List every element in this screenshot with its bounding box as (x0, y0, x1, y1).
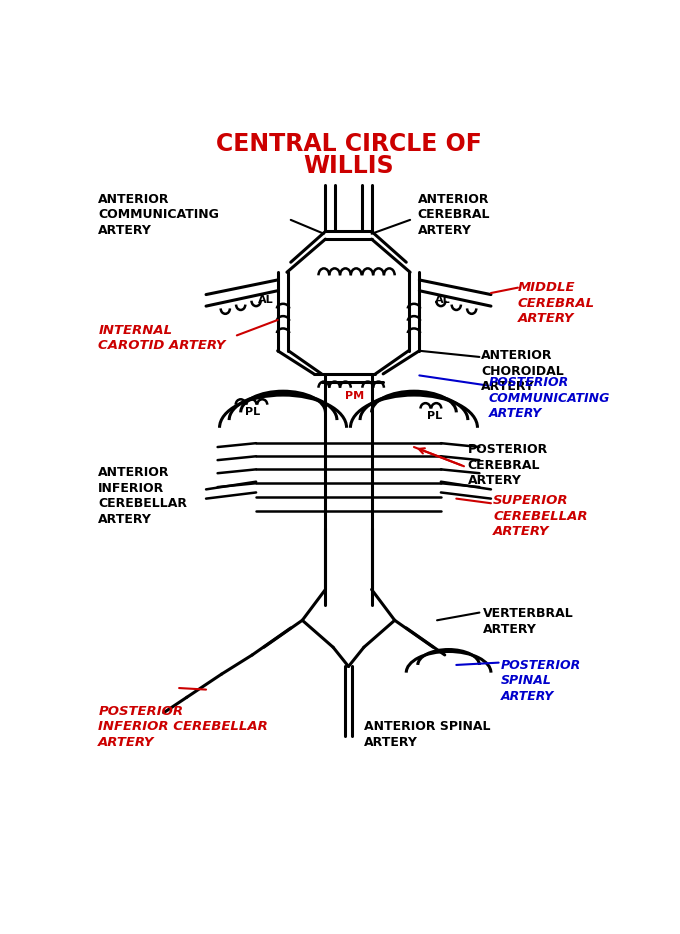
Text: WILLIS: WILLIS (303, 154, 394, 178)
Text: POSTERIOR
CEREBRAL
ARTERY: POSTERIOR CEREBRAL ARTERY (468, 443, 548, 488)
Text: MIDDLE
CEREBRAL
ARTERY: MIDDLE CEREBRAL ARTERY (518, 281, 595, 325)
Text: PL: PL (427, 411, 442, 421)
Text: ANTERIOR SPINAL
ARTERY: ANTERIOR SPINAL ARTERY (364, 720, 490, 749)
Text: SUPERIOR
CEREBELLAR
ARTERY: SUPERIOR CEREBELLAR ARTERY (493, 494, 588, 538)
Text: AL: AL (435, 295, 450, 305)
Text: PM: PM (345, 390, 364, 401)
Text: INTERNAL
CAROTID ARTERY: INTERNAL CAROTID ARTERY (98, 324, 226, 352)
Text: POSTERIOR
COMMUNICATING
ARTERY: POSTERIOR COMMUNICATING ARTERY (489, 376, 610, 420)
Text: PL: PL (245, 407, 260, 417)
Text: ANTERIOR
COMMUNICATING
ARTERY: ANTERIOR COMMUNICATING ARTERY (98, 193, 219, 237)
Text: ANTERIOR
INFERIOR
CEREBELLAR
ARTERY: ANTERIOR INFERIOR CEREBELLAR ARTERY (98, 466, 187, 526)
Text: ANTERIOR
CHOROIDAL
ARTERY: ANTERIOR CHOROIDAL ARTERY (481, 349, 564, 393)
Text: POSTERIOR
INFERIOR CEREBELLAR
ARTERY: POSTERIOR INFERIOR CEREBELLAR ARTERY (98, 705, 268, 749)
Text: AL: AL (258, 295, 273, 305)
Text: POSTERIOR
SPINAL
ARTERY: POSTERIOR SPINAL ARTERY (501, 658, 581, 702)
Text: VERTERBRAL
ARTERY: VERTERBRAL ARTERY (483, 607, 573, 636)
Text: ANTERIOR
CEREBRAL
ARTERY: ANTERIOR CEREBRAL ARTERY (418, 193, 490, 237)
Text: CENTRAL CIRCLE OF: CENTRAL CIRCLE OF (216, 133, 481, 156)
